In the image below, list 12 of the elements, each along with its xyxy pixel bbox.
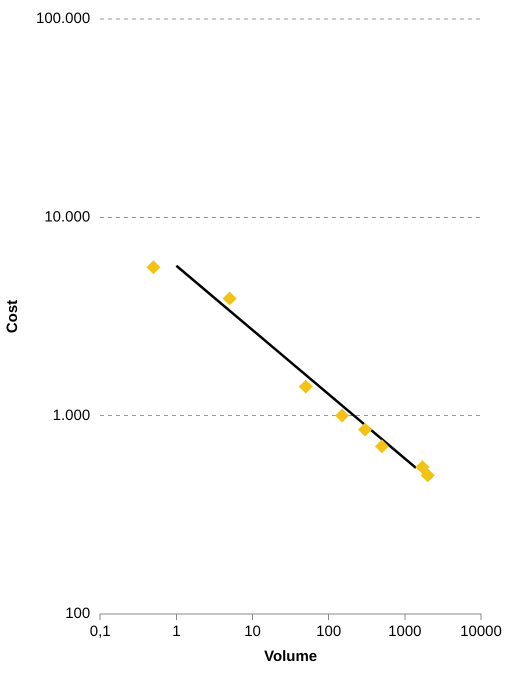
x-tick-label: 1000 [388,623,422,640]
y-tick-label: 10.000 [44,208,90,226]
y-tick-label: 1.000 [52,406,90,424]
y-axis-title: Cost [4,300,22,334]
x-tick-label: 10 [244,623,261,640]
y-tick-label: 100.000 [36,10,90,28]
x-axis-title: Volume [264,648,318,666]
x-tick-label: 100 [316,623,342,640]
y-tick-label: 100 [65,605,90,622]
x-tick-label: 10000 [460,623,502,640]
x-tick-label: 0,1 [90,623,111,640]
x-tick-label: 1 [172,623,181,640]
